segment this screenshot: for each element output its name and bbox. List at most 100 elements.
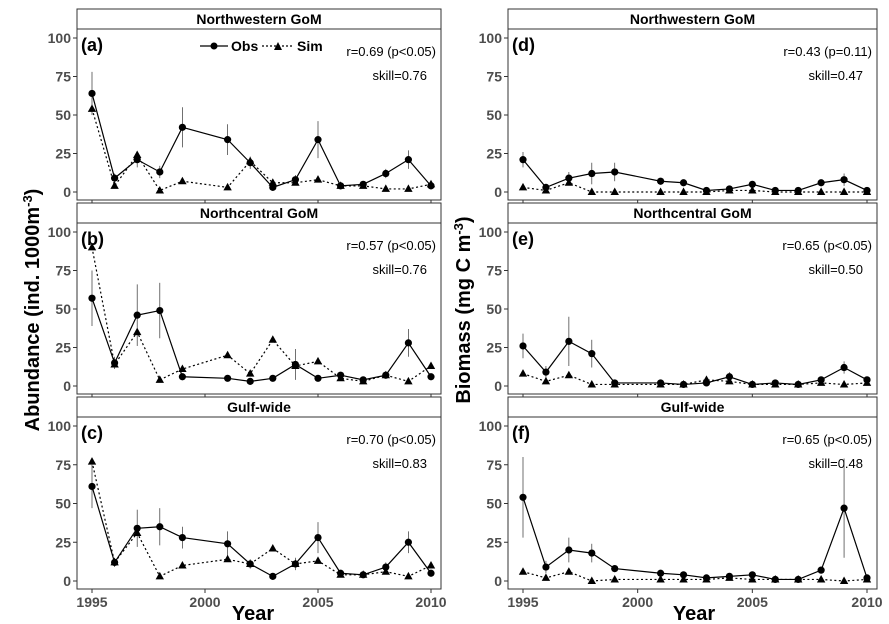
series-line-obs (522, 159, 868, 192)
y-tick-label: 25 (486, 340, 502, 356)
obs-point (156, 523, 164, 531)
obs-point (156, 168, 164, 176)
obs-point (224, 540, 232, 548)
stat-skill: skill=0.83 (372, 456, 427, 471)
sim-point (518, 567, 528, 575)
sim-point (656, 574, 665, 583)
sim-point (679, 187, 688, 195)
series-line-obs (91, 486, 432, 578)
series-line-obs (91, 298, 432, 382)
sim-point (87, 242, 97, 251)
sim-point (748, 574, 757, 583)
sim-point (839, 576, 849, 584)
y-axis-title-left-end: ) (22, 189, 44, 196)
sim-point (426, 361, 436, 369)
sim-point (748, 379, 757, 388)
sim-point (246, 369, 255, 377)
y-tick-label: 25 (55, 534, 71, 550)
sim-point (313, 556, 323, 564)
sim-point (656, 379, 665, 388)
sim-point (587, 379, 596, 388)
legend-obs-label: Obs (231, 38, 258, 54)
obs-point (156, 306, 164, 315)
sim-point (541, 185, 551, 194)
sim-point (725, 573, 734, 581)
sim-point (133, 150, 142, 159)
obs-point (588, 169, 596, 178)
y-tick-label: 0 (494, 184, 502, 200)
sim-point (223, 182, 232, 191)
sim-point (816, 574, 826, 583)
sim-point (110, 557, 119, 566)
y-tick-label: 75 (55, 69, 71, 85)
sim-point (268, 178, 277, 186)
sim-point (679, 379, 688, 388)
y-tick-label: 75 (486, 457, 502, 473)
sim-point (291, 178, 300, 186)
y-tick-label: 25 (486, 146, 502, 162)
sim-point (110, 181, 119, 189)
stat-r: r=0.65 (p<0.05) (782, 432, 872, 447)
obs-point (611, 168, 619, 176)
obs-point (725, 373, 734, 381)
series-line-sim (91, 108, 432, 192)
obs-point (817, 566, 825, 574)
panel-letter: (f) (512, 423, 530, 443)
y-tick-label: 75 (486, 69, 502, 85)
sim-point (771, 574, 780, 583)
sim-point (518, 369, 528, 377)
sim-point (404, 571, 413, 580)
obs-point (224, 136, 232, 144)
obs-point (611, 565, 619, 573)
y-axis-title-right-end: ) (453, 216, 475, 223)
sim-point (133, 528, 142, 536)
obs-point (269, 572, 277, 580)
sim-point (246, 559, 255, 567)
sim-point (587, 187, 596, 195)
panel-letter: (d) (512, 35, 535, 55)
obs-point (88, 294, 96, 302)
sim-point (587, 576, 596, 584)
y-tick-label: 100 (479, 30, 503, 46)
x-tick-label: 2000 (189, 594, 220, 610)
y-tick-label: 75 (55, 263, 71, 279)
sim-point (336, 570, 345, 578)
strip-label: Gulf-wide (227, 399, 291, 415)
y-tick-label: 50 (486, 496, 502, 512)
y-axis-title-left-sup: -3 (20, 195, 35, 207)
sim-point (313, 175, 323, 183)
strip-label: Gulf-wide (661, 399, 725, 415)
stat-skill: skill=0.76 (372, 262, 427, 277)
sim-point (336, 373, 345, 382)
series-line-sim (522, 373, 868, 386)
sim-point (610, 187, 619, 195)
stat-r: r=0.70 (p<0.05) (346, 432, 436, 447)
obs-point (111, 174, 119, 182)
legend-obs-marker (210, 42, 218, 50)
obs-point (657, 177, 665, 185)
strip-label: Northcentral GoM (200, 205, 318, 221)
sim-point (268, 335, 277, 343)
sim-point (87, 104, 97, 112)
obs-point (519, 493, 527, 501)
y-tick-label: 0 (494, 573, 502, 589)
obs-point (565, 337, 573, 345)
sim-point (381, 567, 390, 575)
panel-letter: (c) (81, 423, 103, 443)
series-line-sim (91, 461, 432, 578)
y-axis-title-right-sup: -3 (451, 223, 466, 235)
sim-point (518, 182, 528, 191)
obs-point (679, 571, 688, 579)
chart-panel-0: Northwestern GoM 0 25 50 75 100 (a) r=0.69 (p<0… (48, 8, 442, 204)
sim-point (404, 376, 413, 385)
y-tick-label: 100 (48, 30, 72, 46)
obs-point (657, 569, 665, 577)
obs-point (519, 156, 527, 164)
sim-point (862, 187, 872, 195)
obs-point (565, 546, 573, 554)
y-tick-label: 50 (55, 496, 71, 512)
sim-point (336, 181, 345, 189)
stat-skill: skill=0.48 (808, 456, 863, 471)
x-tick-label: 2005 (737, 594, 768, 610)
sim-point (839, 379, 849, 388)
